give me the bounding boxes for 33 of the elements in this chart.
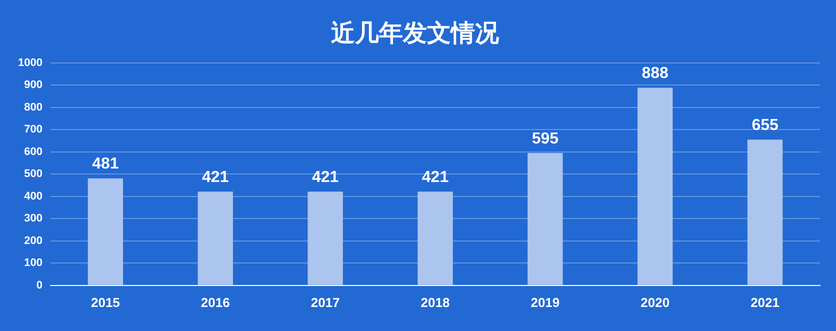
x-tick-label: 2017 [310, 294, 340, 310]
y-tick-label: 100 [24, 257, 42, 270]
bar [198, 192, 233, 285]
x-tick-label: 2015 [90, 294, 120, 310]
data-label: 481 [92, 156, 119, 173]
bar [308, 192, 343, 285]
data-label: 421 [422, 169, 449, 186]
y-tick-label: 900 [24, 79, 42, 92]
data-label: 421 [312, 169, 339, 186]
bar [88, 178, 124, 285]
y-tick-label: 0 [36, 279, 42, 292]
bar [528, 152, 563, 285]
y-tick-label: 500 [24, 168, 42, 180]
bar [418, 192, 453, 285]
x-tick-label: 2020 [640, 294, 670, 310]
y-tick-label: 800 [24, 101, 42, 114]
data-label: 421 [202, 169, 229, 186]
y-tick-label: 600 [24, 146, 42, 158]
x-tick-label: 2016 [200, 294, 230, 310]
x-tick-label: 2018 [420, 294, 450, 310]
bar [747, 140, 783, 285]
chart-title: 近几年发文情况 [331, 20, 500, 48]
bar [638, 88, 673, 285]
data-label: 888 [642, 65, 669, 82]
y-tick-label: 300 [24, 212, 42, 225]
y-tick-label: 700 [24, 124, 42, 136]
x-tick-label: 2021 [750, 294, 780, 310]
y-tick-label: 1000 [18, 56, 42, 69]
x-tick-label: 2019 [530, 294, 560, 310]
y-tick-label: 200 [24, 234, 42, 247]
data-label: 655 [752, 117, 778, 134]
data-label: 595 [532, 130, 559, 148]
y-tick-label: 400 [24, 190, 42, 202]
